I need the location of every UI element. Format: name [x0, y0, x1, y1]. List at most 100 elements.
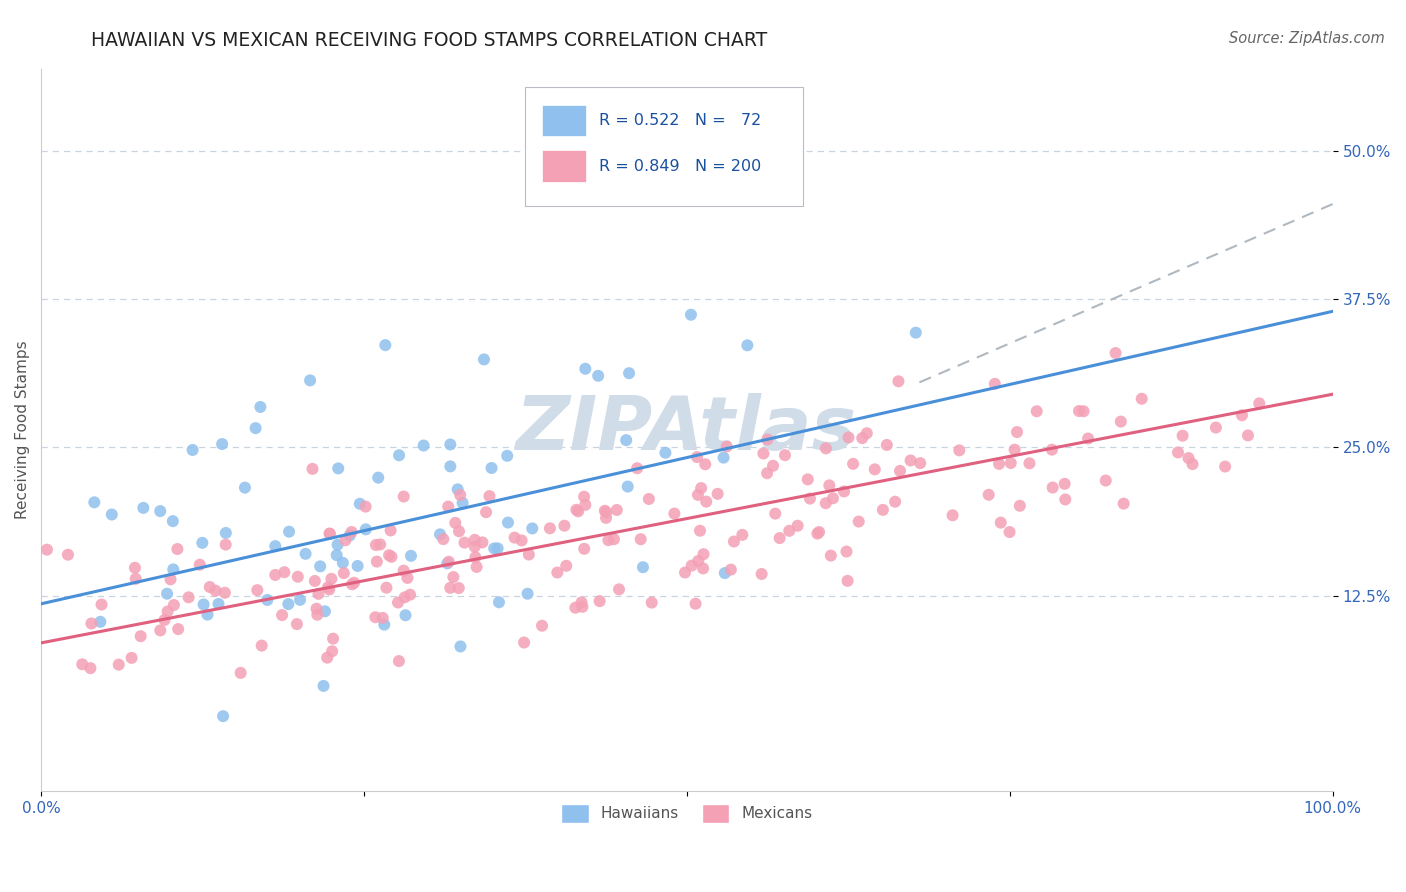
- Point: [332, 556, 354, 570]
- Point: [277, 597, 299, 611]
- Point: [35, 542, 58, 557]
- Point: [354, 522, 377, 536]
- Point: [89, 615, 111, 629]
- Point: [510, 533, 533, 548]
- Point: [366, 555, 388, 569]
- Point: [159, 572, 181, 586]
- Point: [692, 561, 714, 575]
- Point: [851, 431, 873, 445]
- Point: [319, 526, 342, 541]
- Point: [695, 494, 717, 508]
- Point: [567, 504, 589, 518]
- Point: [797, 472, 820, 486]
- Point: [1230, 409, 1253, 423]
- Point: [447, 524, 470, 539]
- Text: R = 0.849   N = 200: R = 0.849 N = 200: [599, 159, 762, 174]
- Point: [299, 373, 322, 387]
- Point: [714, 566, 737, 580]
- Point: [654, 446, 676, 460]
- Point: [396, 571, 419, 585]
- Point: [325, 548, 347, 562]
- Point: [1042, 481, 1064, 495]
- Point: [288, 592, 311, 607]
- Point: [129, 629, 152, 643]
- Point: [586, 368, 609, 383]
- Point: [1205, 420, 1227, 434]
- Point: [546, 566, 568, 580]
- Point: [441, 570, 464, 584]
- Point: [574, 498, 596, 512]
- Point: [564, 600, 586, 615]
- Point: [1112, 497, 1135, 511]
- Point: [1004, 442, 1026, 457]
- Point: [125, 572, 148, 586]
- Point: [312, 679, 335, 693]
- Point: [167, 622, 190, 636]
- Point: [392, 490, 415, 504]
- Point: [478, 489, 501, 503]
- Point: [475, 505, 498, 519]
- Point: [617, 366, 640, 380]
- Point: [769, 531, 792, 545]
- Point: [249, 400, 271, 414]
- Point: [233, 481, 256, 495]
- Point: [1171, 428, 1194, 442]
- Point: [333, 566, 356, 581]
- Point: [593, 504, 616, 518]
- Point: [713, 450, 735, 465]
- Point: [371, 611, 394, 625]
- Point: [756, 433, 779, 447]
- Point: [522, 521, 544, 535]
- Point: [751, 566, 773, 581]
- Point: [821, 491, 844, 506]
- Point: [264, 539, 287, 553]
- Point: [1167, 445, 1189, 459]
- Point: [149, 504, 172, 518]
- Point: [486, 541, 509, 556]
- Point: [681, 558, 703, 573]
- Point: [380, 549, 402, 564]
- Point: [368, 537, 391, 551]
- Point: [124, 561, 146, 575]
- Point: [412, 438, 434, 452]
- Point: [786, 518, 808, 533]
- Point: [513, 635, 536, 649]
- Point: [904, 326, 927, 340]
- Point: [56, 548, 79, 562]
- Point: [316, 650, 339, 665]
- Point: [322, 632, 344, 646]
- Point: [163, 598, 186, 612]
- Point: [181, 442, 204, 457]
- Point: [346, 558, 368, 573]
- Point: [1094, 474, 1116, 488]
- Point: [1249, 396, 1271, 410]
- Point: [984, 376, 1007, 391]
- Point: [464, 540, 486, 554]
- Point: [301, 462, 323, 476]
- Point: [399, 588, 422, 602]
- Point: [884, 494, 907, 508]
- Point: [641, 596, 664, 610]
- Point: [394, 591, 416, 605]
- Point: [842, 457, 865, 471]
- Point: [436, 557, 458, 571]
- Point: [1054, 492, 1077, 507]
- Point: [309, 559, 332, 574]
- Point: [1177, 451, 1199, 466]
- Point: [307, 587, 329, 601]
- Point: [614, 433, 637, 447]
- Point: [763, 507, 786, 521]
- Point: [83, 495, 105, 509]
- Point: [465, 560, 488, 574]
- Point: [388, 654, 411, 668]
- Point: [1040, 442, 1063, 457]
- Point: [447, 483, 470, 497]
- Point: [856, 426, 879, 441]
- Point: [574, 541, 596, 556]
- Point: [630, 533, 652, 547]
- Point: [72, 657, 94, 672]
- Point: [439, 581, 461, 595]
- Point: [307, 607, 329, 622]
- Point: [737, 338, 759, 352]
- Point: [778, 524, 800, 538]
